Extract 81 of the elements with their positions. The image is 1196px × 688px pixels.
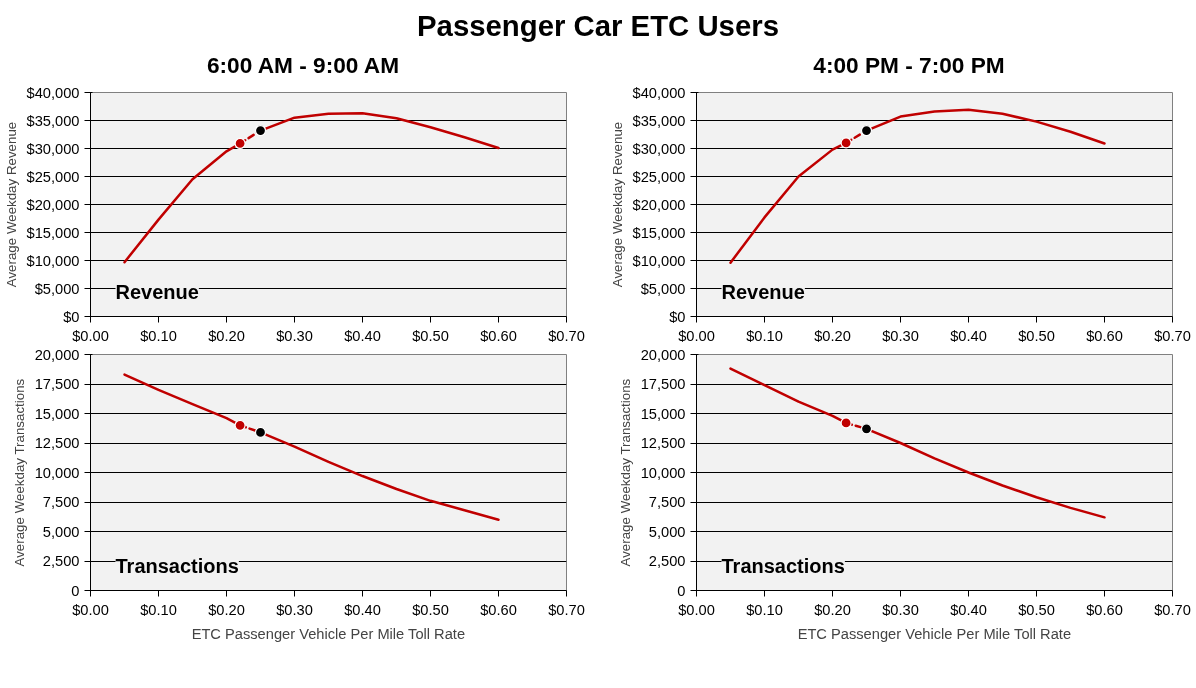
y-tick-label: 20,000 — [34, 346, 80, 363]
x-tick-label: $0.30 — [882, 327, 919, 344]
y-tick-label: 5,000 — [648, 523, 686, 540]
x-tick-label: $0.70 — [548, 601, 585, 618]
x-tick-label: $0.10 — [140, 601, 177, 618]
y-tick-label: $40,000 — [632, 84, 686, 101]
x-tick-label: $0.10 — [140, 327, 177, 344]
x-tick-label: $0.50 — [1018, 327, 1055, 344]
x-tick-label: $0.70 — [548, 327, 585, 344]
y-tick-label: 0 — [71, 582, 80, 599]
x-tick-label: $0.50 — [1018, 601, 1055, 618]
y-tick-label: $20,000 — [632, 196, 686, 213]
x-tick-label: $0.60 — [480, 327, 517, 344]
x-tick-label: $0.40 — [344, 327, 381, 344]
x-tick-label: $0.00 — [678, 601, 715, 618]
y-tick-label: 12,500 — [34, 435, 80, 451]
y-tick-label: 0 — [677, 582, 686, 599]
annotation: Transactions — [721, 554, 845, 577]
x-tick-label: $0.00 — [72, 601, 109, 618]
chart-subtitle: 4:00 PM - 7:00 PM — [813, 51, 1005, 80]
y-tick-label: 2,500 — [648, 553, 686, 569]
y-tick-label: 2,500 — [42, 553, 80, 569]
x-tick-label: $0.50 — [412, 601, 449, 618]
x-tick-label: $0.00 — [678, 327, 715, 344]
y-tick-label: $25,000 — [632, 168, 686, 185]
x-tick-label: $0.20 — [814, 601, 851, 618]
x-tick-label: $0.20 — [208, 601, 245, 618]
y-tick-label: $35,000 — [632, 112, 686, 129]
x-tick-label: $0.30 — [276, 601, 313, 618]
x-tick-label: $0.70 — [1154, 327, 1191, 344]
x-tick-label: $0.60 — [1086, 327, 1123, 344]
y-tick-label: 17,500 — [34, 376, 80, 392]
y-tick-label: 20,000 — [640, 346, 686, 363]
x-tick-label: $0.40 — [950, 601, 987, 618]
y-tick-label: $10,000 — [632, 252, 686, 269]
y-tick-label: $5,000 — [640, 280, 686, 297]
y-tick-label: $30,000 — [632, 140, 686, 157]
x-tick-label: $0.40 — [344, 601, 381, 618]
y-axis-title: Average Weekday Revenue — [3, 121, 19, 288]
x-tick-label: $0.60 — [1086, 601, 1123, 618]
y-tick-label: $5,000 — [34, 280, 80, 297]
y-tick-label: $0 — [63, 308, 80, 325]
y-tick-label: $15,000 — [632, 224, 686, 241]
y-tick-label: $15,000 — [26, 224, 80, 241]
x-tick-label: $0.20 — [208, 327, 245, 344]
y-tick-label: 7,500 — [648, 494, 686, 510]
annotation: Revenue — [721, 280, 805, 303]
y-tick-label: 10,000 — [34, 464, 80, 481]
x-tick-label: $0.50 — [412, 327, 449, 344]
y-tick-label: 10,000 — [640, 464, 686, 481]
x-tick-label: $0.30 — [276, 327, 313, 344]
y-axis-title: Average Weekday Revenue — [609, 121, 625, 288]
chart-title: Passenger Car ETC Users — [417, 8, 779, 44]
y-axis-title: Average Weekday Transactions — [617, 378, 633, 567]
y-tick-label: $0 — [669, 308, 686, 325]
x-tick-label: $0.10 — [746, 327, 783, 344]
y-tick-label: 5,000 — [42, 523, 80, 540]
x-tick-label: $0.30 — [882, 601, 919, 618]
y-tick-label: $25,000 — [26, 168, 80, 185]
y-tick-label: $35,000 — [26, 112, 80, 129]
x-axis-title: ETC Passenger Vehicle Per Mile Toll Rate — [797, 625, 1072, 642]
chart-subtitle: 6:00 AM - 9:00 AM — [206, 51, 400, 80]
y-tick-label: 7,500 — [42, 494, 80, 510]
x-tick-label: $0.60 — [480, 601, 517, 618]
x-tick-label: $0.10 — [746, 601, 783, 618]
y-tick-label: $20,000 — [26, 196, 80, 213]
y-tick-label: 15,000 — [34, 405, 80, 422]
x-tick-label: $0.20 — [814, 327, 851, 344]
x-tick-label: $0.40 — [950, 327, 987, 344]
x-axis-title: ETC Passenger Vehicle Per Mile Toll Rate — [191, 625, 466, 642]
y-axis-title: Average Weekday Transactions — [11, 378, 27, 567]
x-tick-label: $0.00 — [72, 327, 109, 344]
x-tick-label: $0.70 — [1154, 601, 1191, 618]
annotation: Revenue — [115, 280, 199, 303]
y-tick-label: 15,000 — [640, 405, 686, 422]
annotation: Transactions — [115, 554, 239, 577]
y-tick-label: $40,000 — [26, 84, 80, 101]
y-tick-label: 12,500 — [640, 435, 686, 451]
y-tick-label: $30,000 — [26, 140, 80, 157]
y-tick-label: 17,500 — [640, 376, 686, 392]
y-tick-label: $10,000 — [26, 252, 80, 269]
